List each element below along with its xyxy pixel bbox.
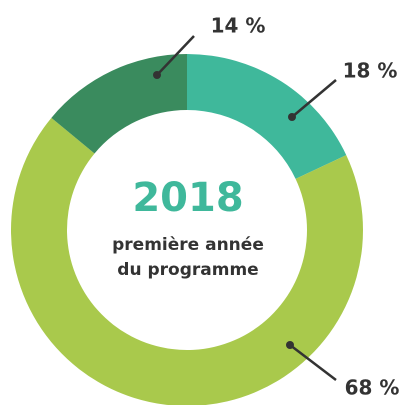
center-subtitle: première année <box>112 235 264 255</box>
leader-line <box>156 35 195 76</box>
donut-segment <box>187 54 347 179</box>
value-label: 68 % <box>345 376 400 400</box>
donut <box>11 54 363 405</box>
leader-line <box>289 344 337 381</box>
leader-line <box>291 79 337 118</box>
leader-dot <box>288 113 296 121</box>
center-title: 2018 <box>132 175 243 221</box>
donut-segment <box>51 54 188 154</box>
leader-dot <box>153 71 161 79</box>
value-label: 18 % <box>343 59 398 83</box>
donut-segment <box>11 117 363 405</box>
value-label: 14 % <box>211 14 266 38</box>
center-subtitle: du programme <box>117 260 258 280</box>
leader-dot <box>286 341 294 349</box>
